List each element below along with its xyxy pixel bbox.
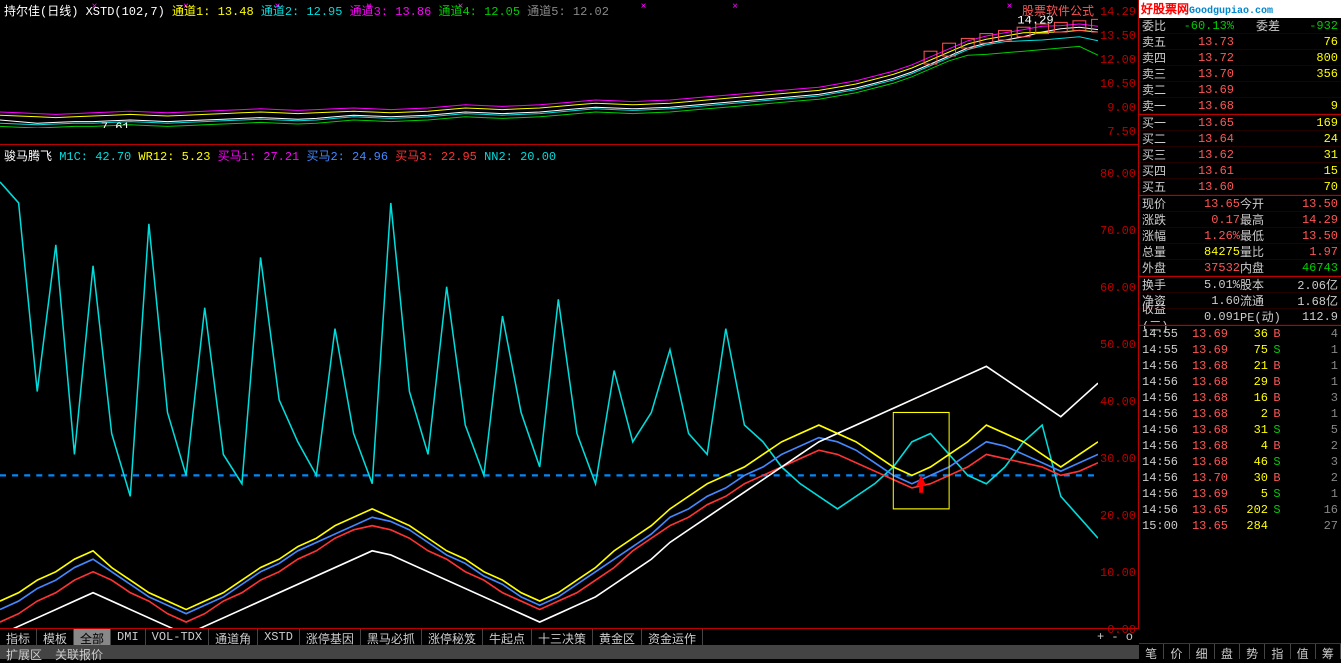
indicator-y-axis: 80.0070.0060.0050.0040.0030.0020.0010.00… [1098,145,1136,659]
side-tab[interactable]: 值 [1291,644,1316,659]
svg-text:7.61: 7.61 [101,120,130,128]
trade-row: 14:5513.6936B4 [1139,326,1341,342]
price-plot: 7.6114.29 [0,16,1098,128]
trade-row: 14:5613.6846S3 [1139,454,1341,470]
side-tab[interactable]: 价 [1164,644,1189,659]
price-chart[interactable]: 持尔佳(日线) XSTD(102,7) 通道1: 13.48 通道2: 12.9… [0,0,1138,145]
sidebar-tabs: 笔价细盘势指值筹 [1139,643,1341,659]
indicator-tab[interactable]: 涨停基因 [300,629,361,645]
side-tab[interactable]: 指 [1265,644,1290,659]
trade-row: 14:5613.6829B1 [1139,374,1341,390]
side-tab[interactable]: 筹 [1316,644,1341,659]
quote-sidebar: 好股票网Goodgupiao.com 委比-60.13%委差-932 卖五13.… [1139,0,1341,659]
indicator-tabs: 指标模板全部DMIVOL-TDX通道角XSTD涨停基因黑马必抓涨停秘笈牛起点十三… [0,628,1139,645]
indicator-tab[interactable]: VOL-TDX [146,629,209,645]
trade-row: 14:5613.6821B1 [1139,358,1341,374]
indicator-tab[interactable]: 资金运作 [642,629,703,645]
trade-row: 14:5613.6831S5 [1139,422,1341,438]
ext-tab[interactable]: 关联报价 [49,645,110,659]
quote-row: 外盘37532内盘46743 [1139,260,1341,276]
bid-row: 买五13.6070 [1139,179,1341,195]
side-tab[interactable]: 细 [1190,644,1215,659]
indicator-tab[interactable]: 牛起点 [483,629,532,645]
indicator-tab[interactable]: 黄金区 [593,629,642,645]
quote-row: 涨幅1.26%最低13.50 [1139,228,1341,244]
indicator-tab[interactable]: 模板 [37,629,74,645]
side-tab[interactable]: 势 [1240,644,1265,659]
indicator-tab[interactable]: 指标 [0,629,37,645]
side-tab[interactable]: 笔 [1139,644,1164,659]
trades-list: 14:5513.6936B414:5513.6975S114:5613.6821… [1139,326,1341,659]
trade-row: 15:0013.6528427 [1139,518,1341,534]
indicator-plot [0,161,1098,643]
software-tag: 股票软件公式 [1022,2,1094,19]
indicator-tab[interactable]: 十三决策 [532,629,593,645]
indicator-tab[interactable]: 涨停秘笈 [422,629,483,645]
trade-row: 14:5613.695S1 [1139,486,1341,502]
price-y-axis: 14.2913.5012.0010.509.007.50 [1098,0,1136,144]
bid-row: 买一13.65169 [1139,115,1341,131]
bid-row: 买三13.6231 [1139,147,1341,163]
ask-row: 卖二13.69 [1139,82,1341,98]
extension-tabs: 扩展区关联报价 [0,645,1139,659]
trade-row: 14:5613.682B1 [1139,406,1341,422]
indicator-tab[interactable]: 全部 [74,629,111,645]
trade-row: 14:5613.65202S16 [1139,502,1341,518]
logo: 好股票网Goodgupiao.com [1139,0,1341,18]
bid-row: 买二13.6424 [1139,131,1341,147]
ask-row: 卖四13.72800 [1139,50,1341,66]
ext-tab[interactable]: 扩展区 [0,645,49,659]
indicator-tab[interactable]: 通道角 [209,629,258,645]
indicator-tab[interactable]: XSTD [258,629,300,645]
indicator-chart-header: 骏马腾飞 M1C: 42.70 WR12: 5.23 买马1: 27.21 买马… [4,147,556,164]
commit-ratio-row: 委比-60.13%委差-932 [1139,18,1341,34]
indicator-chart[interactable]: 骏马腾飞 M1C: 42.70 WR12: 5.23 买马1: 27.21 买马… [0,145,1138,659]
quote-row: 现价13.65今开13.50 [1139,196,1341,212]
stat-row: 换手5.01%股本2.06亿 [1139,277,1341,293]
indicator-tab[interactable]: 黑马必抓 [361,629,422,645]
ask-row: 卖五13.7376 [1139,34,1341,50]
stat-row: 收益(三)0.091PE(动)112.9 [1139,309,1341,325]
ask-row: 卖三13.70356 [1139,66,1341,82]
ask-row: 卖一13.689 [1139,98,1341,114]
quote-row: 总量84275量比1.97 [1139,244,1341,260]
bid-row: 买四13.6115 [1139,163,1341,179]
trade-row: 14:5613.6816B3 [1139,390,1341,406]
trade-row: 14:5613.684B2 [1139,438,1341,454]
trade-row: 14:5613.7030B2 [1139,470,1341,486]
side-tab[interactable]: 盘 [1215,644,1240,659]
price-chart-header: 持尔佳(日线) XSTD(102,7) 通道1: 13.48 通道2: 12.9… [4,2,609,19]
trade-row: 14:5513.6975S1 [1139,342,1341,358]
indicator-tab[interactable]: DMI [111,629,146,645]
quote-row: 涨跌0.17最高14.29 [1139,212,1341,228]
